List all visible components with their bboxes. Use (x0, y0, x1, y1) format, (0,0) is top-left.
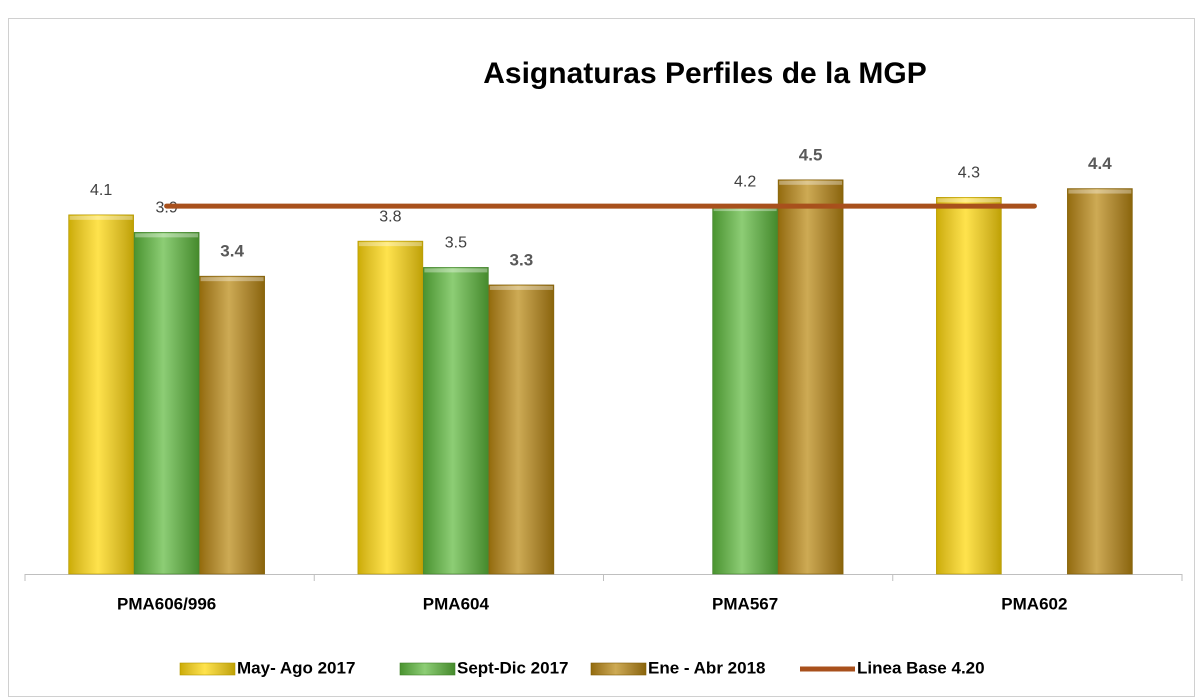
legend-swatch (399, 662, 456, 676)
value-label: 4.2 (734, 173, 756, 190)
legend-swatch (179, 662, 236, 676)
bar-bevel (69, 215, 133, 220)
value-label: 4.5 (799, 145, 823, 164)
bar (423, 267, 489, 575)
bar-bevel (1068, 189, 1132, 194)
bar-bevel (424, 268, 488, 273)
bar-bevel (713, 207, 777, 212)
value-label: 4.3 (958, 165, 980, 182)
bar (133, 232, 200, 575)
value-label: 3.8 (379, 208, 401, 225)
bar-bevel (779, 180, 843, 185)
x-tick-label: PMA567 (712, 594, 778, 613)
legend-label: Linea Base 4.20 (857, 658, 985, 677)
legend-label: May- Ago 2017 (237, 658, 355, 677)
legend-label: Sept-Dic 2017 (457, 658, 569, 677)
x-tick-label: PMA602 (1001, 594, 1067, 613)
value-label: 3.5 (445, 235, 467, 252)
chart-title: Asignaturas Perfiles de la MGP (483, 57, 926, 90)
bar-bevel (358, 242, 422, 247)
bar (68, 214, 134, 575)
value-label: 4.1 (90, 182, 112, 199)
x-tick-label: PMA604 (423, 594, 490, 613)
value-label: 3.4 (220, 242, 244, 261)
bar (777, 179, 844, 575)
bar (712, 205, 778, 575)
value-label: 4.4 (1088, 154, 1112, 173)
bar-bevel (489, 285, 553, 290)
bar (357, 240, 424, 575)
bar-bevel (135, 233, 199, 238)
bar (1067, 188, 1133, 575)
bar-bevel (937, 198, 1001, 203)
bar-bevel (200, 277, 264, 282)
bar (488, 284, 555, 575)
x-tick-label: PMA606/996 (117, 594, 216, 613)
legend-swatch (590, 662, 647, 676)
value-label: 3.3 (510, 250, 534, 269)
legend-label: Ene - Abr 2018 (648, 658, 765, 677)
bar (936, 197, 1002, 575)
bar (199, 275, 265, 575)
